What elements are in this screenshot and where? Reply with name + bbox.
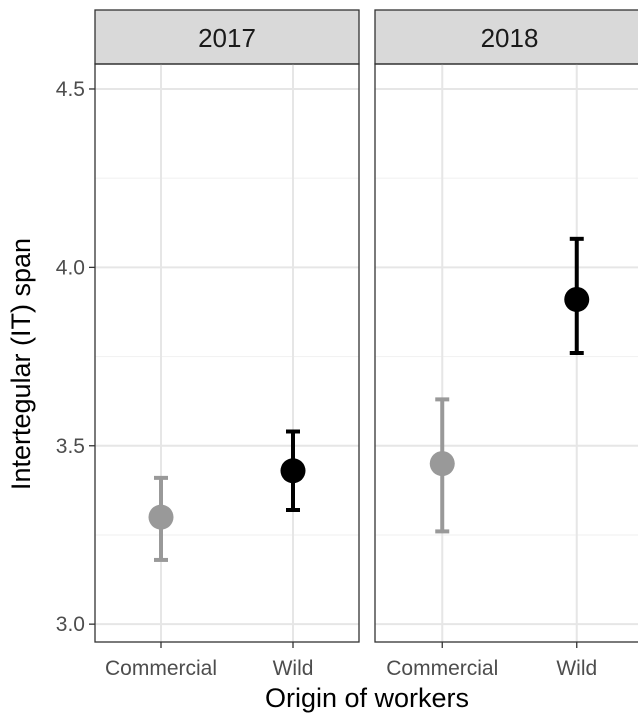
x-axis-title: Origin of workers: [265, 683, 469, 713]
y-axis-title: Intertegular (IT) span: [6, 238, 36, 490]
data-point-wild: [280, 458, 306, 484]
y-axis: 3.0 3.5 4.0 4.5: [56, 78, 95, 636]
data-point-wild: [564, 286, 590, 312]
panel-2018: [374, 63, 638, 643]
panel-border: [374, 63, 638, 643]
x-tick-label: Commercial: [386, 657, 498, 680]
y-tick-label: 4.5: [56, 78, 85, 101]
facet-strip-label: 2018: [481, 23, 539, 53]
y-tick-label: 3.0: [56, 613, 85, 636]
chart-panels: [94, 63, 638, 643]
data-point-commercial: [429, 451, 455, 477]
facet-strip-label: 2017: [198, 23, 256, 53]
facet-strips: 2017 2018: [94, 9, 638, 65]
data-point-commercial: [148, 504, 174, 530]
panel-border: [94, 63, 360, 643]
x-axis: Commercial Wild Commercial Wild: [105, 642, 597, 680]
x-tick-label: Wild: [273, 657, 314, 680]
panel-2017: [94, 63, 360, 643]
x-tick-label: Commercial: [105, 657, 217, 680]
y-tick-label: 4.0: [56, 256, 85, 279]
facet-strip-bg: [94, 9, 360, 65]
facet-strip-bg: [374, 9, 638, 65]
x-tick-label: Wild: [556, 657, 597, 680]
y-tick-label: 3.5: [56, 435, 85, 458]
